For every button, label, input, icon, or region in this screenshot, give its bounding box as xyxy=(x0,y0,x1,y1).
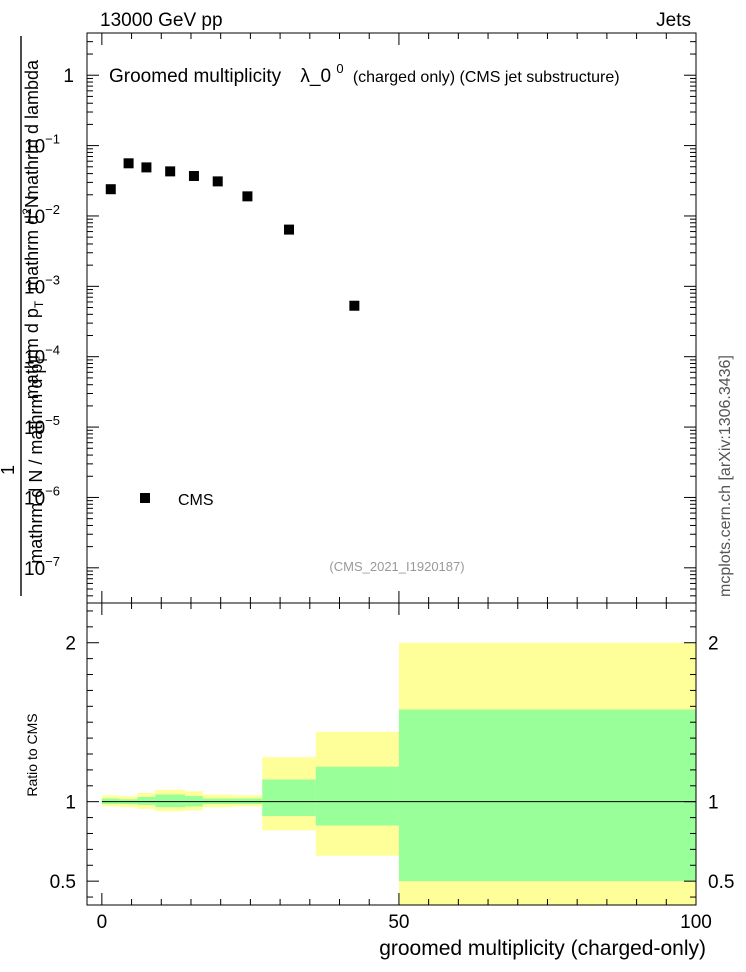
legend-label-cms: CMS xyxy=(178,492,214,509)
cms-data-point xyxy=(141,162,152,173)
main-y-tick-label: 10−1 xyxy=(24,132,60,158)
x-axis-label: groomed multiplicity (charged-only) xyxy=(379,937,706,960)
y-label-dpt: mathrm d pT xyxy=(22,300,46,399)
watermark: (CMS_2021_I1920187) xyxy=(329,559,464,574)
legend-marker-cms xyxy=(140,493,150,503)
main-y-tick-label: 10−6 xyxy=(24,483,60,509)
ratio-axis-ticks xyxy=(87,603,697,905)
cms-data-point xyxy=(349,300,360,311)
ratio-y-tick-label-right: 1 xyxy=(708,793,719,814)
cms-data-point xyxy=(105,184,116,195)
x-tick-label: 0 xyxy=(97,912,108,933)
cms-data-point xyxy=(212,176,223,187)
y-label-one: 1 xyxy=(0,465,18,475)
cms-data-point xyxy=(284,224,295,235)
x-tick-label: 100 xyxy=(680,912,712,933)
main-y-axis-label: mathrm d2N mathrm d pT mathrm d lambda 1… xyxy=(0,36,50,596)
ratio-uncertainty-bands xyxy=(101,642,696,905)
inner-band-bin xyxy=(315,766,399,826)
main-y-tick-label: 10−4 xyxy=(24,343,60,369)
cms-data-point xyxy=(242,191,253,202)
cms-data-point xyxy=(123,158,134,169)
header-right: Jets xyxy=(656,10,691,31)
legend: CMS xyxy=(140,492,214,509)
main-axis-ticks xyxy=(87,33,697,603)
main-y-tick-label: 10−7 xyxy=(24,554,60,580)
main-y-tick-label: 10−2 xyxy=(24,202,60,228)
inner-band-bin xyxy=(155,794,186,808)
ratio-y-tick-label-right: 2 xyxy=(708,634,719,655)
inner-band-bin xyxy=(137,796,156,805)
header-left: 13000 GeV pp xyxy=(100,10,223,31)
plot-title-suffix: (charged only) (CMS jet substructure) xyxy=(353,69,620,86)
ratio-y-tick-labels: 0.5 0.5 1 1 2 2 xyxy=(50,634,735,893)
main-plot-panel: 1 10−1 10−2 10−3 10−4 10−5 10−6 10−7 Groomed mu… xyxy=(24,32,697,604)
y-label-denominator: mathrm d N / mathrm d pT xyxy=(26,356,50,564)
main-plot-frame xyxy=(86,32,697,604)
ratio-y-tick-label-left: 0.5 xyxy=(50,872,76,893)
y-label-numerator: mathrm d2N xyxy=(20,195,42,291)
cms-data-points xyxy=(105,158,360,311)
main-y-tick-label: 10−3 xyxy=(24,272,60,298)
ratio-y-tick-label-right: 0.5 xyxy=(708,872,734,893)
plot-title-lambda-sup: 0 xyxy=(336,61,343,76)
x-tick-label: 50 xyxy=(388,912,409,933)
y-label-dlambda: mathrm d lambda xyxy=(22,59,42,200)
x-tick-labels: 0 50 100 xyxy=(97,912,712,933)
ratio-y-axis-label: Ratio to CMS xyxy=(24,713,40,796)
plot-title-lambda: λ_0 xyxy=(300,66,331,87)
inner-band-bin xyxy=(262,779,316,816)
main-y-tick-label: 10−5 xyxy=(24,413,60,439)
side-label: mcplots.cern.ch [arXiv:1306.3436] xyxy=(717,355,734,597)
ratio-y-tick-label-left: 2 xyxy=(65,634,76,655)
plot-title: Groomed multiplicity λ_0 0 (charged only… xyxy=(109,57,620,87)
cms-data-point xyxy=(188,170,199,181)
inner-band-bin xyxy=(398,709,696,882)
plot-title-main: Groomed multiplicity xyxy=(109,66,282,87)
main-y-tick-label: 1 xyxy=(63,66,74,87)
ratio-plot-panel: 0.5 0.5 1 1 2 2 0 50 100 Ratio to CMS groomed m… xyxy=(24,602,735,960)
ratio-y-tick-label-left: 1 xyxy=(65,793,76,814)
main-y-tick-labels: 1 10−1 10−2 10−3 10−4 10−5 10−6 10−7 xyxy=(24,66,74,580)
cms-data-point xyxy=(165,166,176,177)
